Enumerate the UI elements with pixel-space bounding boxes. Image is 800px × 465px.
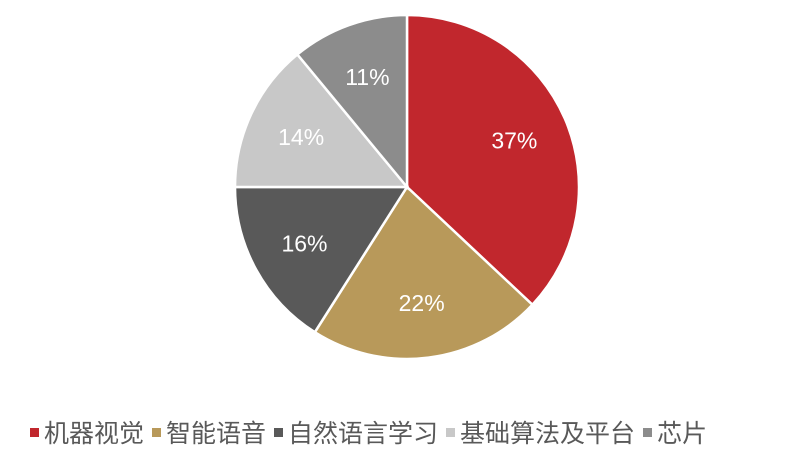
slice-data-label: 22%	[399, 290, 445, 316]
legend-label: 智能语音	[166, 419, 267, 448]
legend-label: 自然语言学习	[288, 419, 439, 448]
pie-chart: 37% 22% 16% 14% 11%	[233, 13, 581, 361]
legend-label: 机器视觉	[44, 419, 145, 448]
pie-slice	[405, 13, 581, 307]
legend-label: 芯片	[657, 419, 708, 448]
legend-label: 基础算法及平台	[460, 419, 636, 448]
slice-data-label: 37%	[491, 128, 537, 154]
pie-slice	[313, 185, 535, 361]
slice-data-label: 11%	[345, 64, 389, 90]
legend-swatch	[152, 427, 162, 437]
pie-slice	[295, 13, 409, 191]
legend-item: 基础算法及平台	[446, 414, 635, 450]
legend-item: 智能语音	[152, 414, 266, 450]
slice-data-label: 14%	[278, 124, 324, 150]
slice-data-label: 16%	[281, 230, 327, 256]
legend-item: 自然语言学习	[274, 414, 438, 450]
legend-item: 机器视觉	[30, 414, 144, 450]
legend-swatch	[446, 427, 456, 437]
pie-slice	[233, 185, 410, 334]
legend-swatch	[643, 427, 653, 437]
pie-slice	[233, 52, 410, 189]
legend: 机器视觉 智能语音 自然语言学习 基础算法及平台 芯片	[30, 414, 790, 450]
legend-item: 芯片	[643, 414, 707, 450]
legend-swatch	[30, 427, 39, 437]
legend-swatch	[274, 427, 284, 437]
